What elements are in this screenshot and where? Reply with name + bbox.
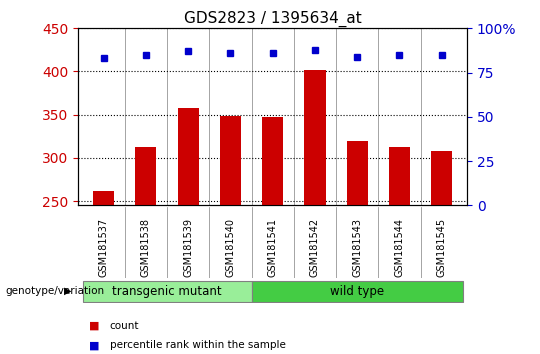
Text: GSM181540: GSM181540	[225, 218, 235, 277]
Text: transgenic mutant: transgenic mutant	[112, 285, 222, 298]
Bar	[252, 281, 463, 302]
Text: ■: ■	[89, 340, 99, 350]
Text: percentile rank within the sample: percentile rank within the sample	[110, 340, 286, 350]
Text: wild type: wild type	[330, 285, 384, 298]
Bar	[347, 141, 368, 205]
Bar	[262, 117, 284, 205]
Title: GDS2823 / 1395634_at: GDS2823 / 1395634_at	[184, 11, 362, 27]
Text: GSM181537: GSM181537	[99, 218, 109, 277]
Text: ▶: ▶	[64, 286, 71, 296]
Bar	[220, 116, 241, 205]
Bar	[93, 191, 114, 205]
Text: GSM181545: GSM181545	[437, 218, 447, 277]
Bar	[389, 148, 410, 205]
Bar	[83, 281, 252, 302]
Text: genotype/variation: genotype/variation	[5, 286, 105, 296]
Text: ■: ■	[89, 321, 99, 331]
Bar	[136, 148, 157, 205]
Bar	[178, 108, 199, 205]
Bar	[305, 70, 326, 205]
Text: GSM181538: GSM181538	[141, 218, 151, 277]
Text: count: count	[110, 321, 139, 331]
Text: GSM181543: GSM181543	[352, 218, 362, 277]
Text: GSM181539: GSM181539	[183, 218, 193, 277]
Text: GSM181544: GSM181544	[395, 218, 404, 277]
Text: GSM181542: GSM181542	[310, 218, 320, 277]
Bar	[431, 151, 453, 205]
Text: GSM181541: GSM181541	[268, 218, 278, 277]
